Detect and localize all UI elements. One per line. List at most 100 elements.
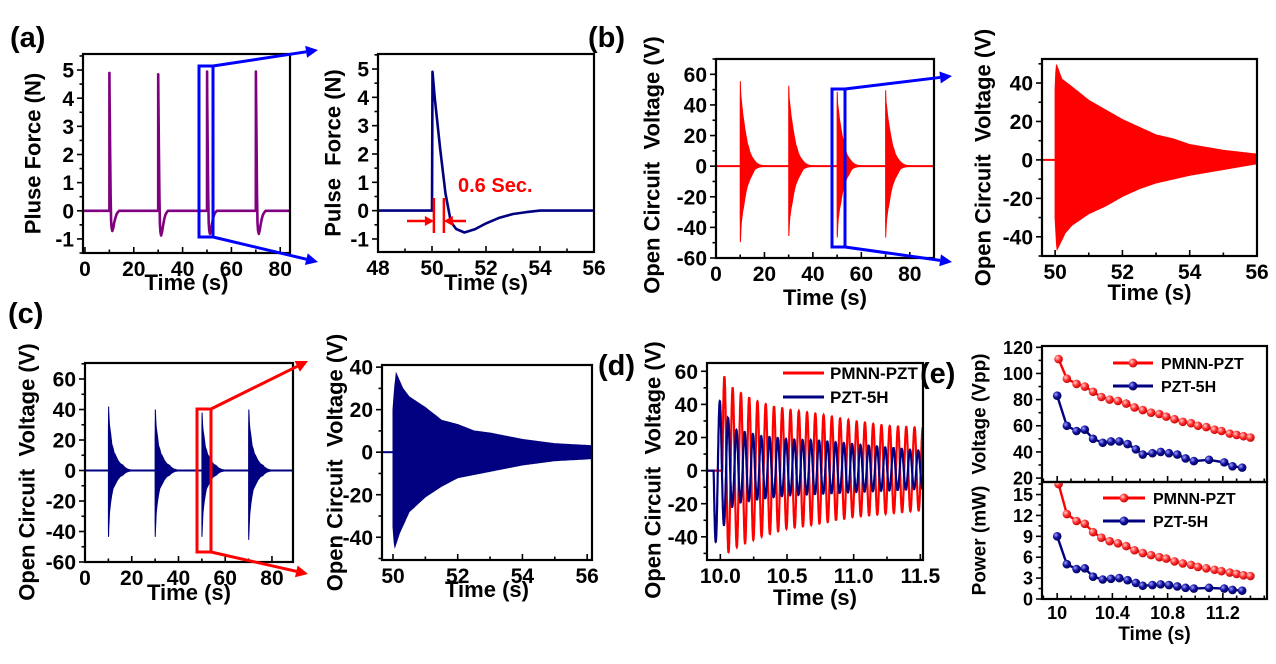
arrow-head bbox=[939, 71, 952, 84]
data-point bbox=[1186, 560, 1196, 570]
series-pzt-5h bbox=[707, 399, 923, 544]
y-tick-label: 60 bbox=[1013, 416, 1033, 436]
y-tick-label: 5 bbox=[62, 60, 74, 83]
zoom-region-box bbox=[830, 87, 847, 249]
data-point bbox=[1161, 412, 1171, 421]
x-tick-label: 56 bbox=[582, 257, 605, 280]
data-point bbox=[1138, 450, 1148, 459]
legend-item: PMNN-PZT bbox=[783, 364, 918, 383]
plot-area bbox=[83, 70, 290, 237]
plot-area bbox=[716, 81, 934, 243]
data-point bbox=[1088, 434, 1098, 444]
y-tick-label: 20 bbox=[684, 125, 707, 148]
y-tick-label: 1 bbox=[357, 172, 369, 195]
x-tick-label: 50 bbox=[1043, 261, 1066, 284]
series-pzt-5h bbox=[1052, 391, 1247, 472]
x-tick-label: 48 bbox=[366, 257, 390, 280]
y-tick-label: -20 bbox=[677, 186, 707, 209]
arrow-head bbox=[424, 216, 434, 226]
data-point bbox=[1193, 562, 1203, 572]
x-tick-label: 40 bbox=[167, 567, 190, 590]
zoom-region-box bbox=[197, 64, 215, 239]
y-tick-label: 0 bbox=[62, 200, 74, 223]
zoom-region-box bbox=[195, 407, 213, 554]
data-point bbox=[1097, 533, 1106, 543]
data-point bbox=[1164, 448, 1174, 458]
y-tick-label: 2 bbox=[62, 144, 74, 167]
legend-item: PZT-5H bbox=[1103, 514, 1208, 531]
y-tick-label: 3 bbox=[357, 115, 369, 138]
y-tick-label: 60 bbox=[675, 361, 698, 384]
x-tick-label: 50 bbox=[420, 257, 443, 280]
zoom-connector-line bbox=[844, 75, 941, 91]
legend-label: PMNN-PZT bbox=[830, 364, 918, 383]
x-tick-label: 52 bbox=[474, 257, 497, 280]
data-point bbox=[1228, 462, 1237, 471]
x-tick-label: 50 bbox=[381, 565, 404, 588]
y-tick-label: 20 bbox=[1010, 111, 1033, 134]
legend-e-top: PMNN-PZT PZT-5H bbox=[1113, 356, 1244, 396]
data-point bbox=[1106, 437, 1116, 446]
y-axis-label: Open Circuit Voltage (V) bbox=[323, 334, 348, 592]
y-tick-label: 0 bbox=[64, 460, 76, 483]
panel-label-e: (e) bbox=[920, 358, 956, 390]
panel-label-a: (a) bbox=[10, 22, 46, 54]
data-point bbox=[1138, 548, 1148, 558]
legend-label: PZT-5H bbox=[1153, 514, 1208, 531]
data-point bbox=[1210, 565, 1219, 575]
x-tick-label: 20 bbox=[120, 567, 143, 590]
arrow-head bbox=[443, 216, 453, 226]
y-tick-label: 4 bbox=[62, 88, 74, 111]
chart-b-right: 50 52 54 56 -40 -20 0 20 40 Time (s) Open Circuit … bbox=[971, 29, 1269, 305]
plot-area bbox=[1042, 64, 1257, 252]
x-tick-label: 56 bbox=[1245, 261, 1268, 284]
data-point bbox=[1080, 382, 1090, 391]
data-point bbox=[1113, 396, 1123, 406]
zoom-connector-line bbox=[210, 364, 298, 411]
data-point bbox=[1156, 580, 1166, 589]
data-point bbox=[1225, 429, 1235, 438]
y-tick-label: 120 bbox=[1003, 338, 1033, 358]
x-tick-label: 0 bbox=[79, 567, 91, 590]
x-tick-label: 11.2 bbox=[1206, 603, 1240, 623]
x-tick-label: 80 bbox=[898, 263, 921, 286]
y-tick-label: 0 bbox=[1021, 149, 1033, 172]
y-tick-label: -60 bbox=[677, 248, 707, 271]
x-axis-label: Time (s) bbox=[1118, 624, 1191, 645]
data-point bbox=[1146, 550, 1156, 560]
voltage-burst bbox=[201, 412, 231, 537]
x-tick-label: 0 bbox=[710, 263, 722, 286]
data-point bbox=[1201, 422, 1211, 432]
data-point bbox=[1130, 403, 1139, 412]
y-axis-label: Power (mW) bbox=[970, 486, 991, 596]
arrow-head bbox=[304, 253, 318, 266]
y-tick-label: 0 bbox=[695, 156, 707, 179]
x-axis-label: Time (s) bbox=[783, 285, 867, 310]
data-point bbox=[1237, 586, 1247, 595]
data-point bbox=[1131, 445, 1141, 454]
data-point bbox=[1072, 516, 1081, 526]
data-point bbox=[1072, 379, 1081, 389]
x-tick-label: 40 bbox=[801, 263, 824, 286]
series-pmnn-pzt bbox=[1054, 354, 1255, 442]
voltage-burst bbox=[248, 409, 278, 540]
x-tick-label: 54 bbox=[528, 257, 552, 280]
y-axis-label: Open Circuit Voltage (V) bbox=[640, 36, 665, 294]
annotation-label: 0.6 Sec. bbox=[458, 175, 533, 197]
data-point bbox=[1232, 569, 1241, 579]
zoom-connector-line bbox=[212, 235, 307, 261]
y-tick-label: -40 bbox=[677, 217, 707, 240]
y-axis-label: Open Circuit Voltage (V) bbox=[971, 29, 996, 287]
x-tick-label: 60 bbox=[220, 258, 243, 281]
x-tick-label: 54 bbox=[511, 565, 535, 588]
chart-e-top: 20 40 60 80 100 120 Voltage (Vpp) bbox=[970, 338, 1269, 489]
legend-item: PMNN-PZT bbox=[1113, 356, 1244, 373]
data-point bbox=[1204, 455, 1214, 465]
legend-label: PMNN-PZT bbox=[1153, 491, 1236, 508]
data-point bbox=[1232, 430, 1241, 440]
data-point bbox=[1054, 482, 1063, 489]
y-tick-label: -20 bbox=[46, 491, 76, 514]
legend-marker bbox=[1128, 381, 1138, 391]
zoom-indicator-b bbox=[830, 71, 952, 267]
